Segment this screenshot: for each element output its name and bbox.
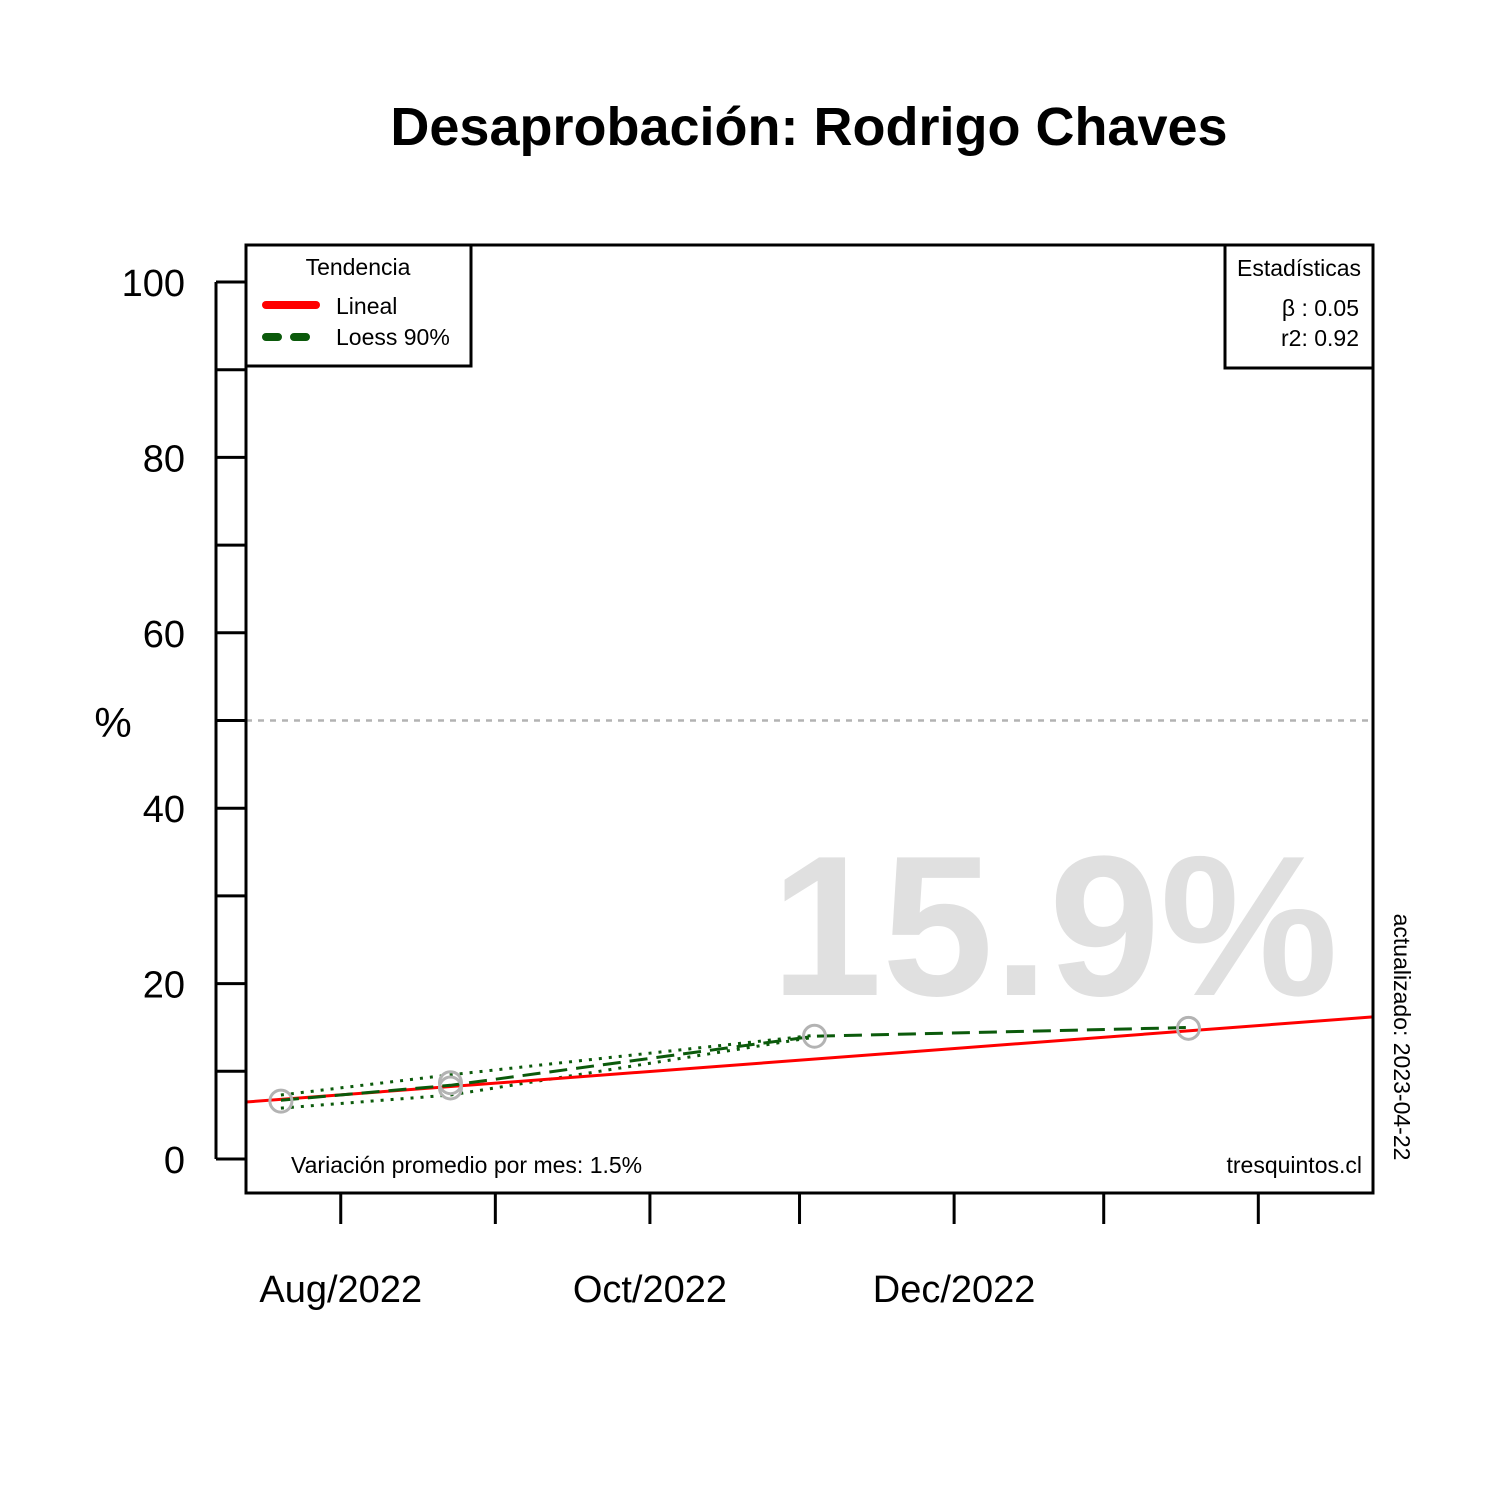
stats-beta: β : 0.05 xyxy=(1282,295,1359,321)
y-tick-label: 20 xyxy=(143,965,185,1007)
stats-title: Estadísticas xyxy=(1237,255,1361,281)
stats-r2: r2: 0.92 xyxy=(1281,325,1359,351)
y-tick-label: 40 xyxy=(143,789,185,831)
x-axis: Aug/2022 Oct/2022 Dec/2022 xyxy=(259,1193,1260,1311)
data-point xyxy=(268,1088,294,1114)
x-tick-label: Aug/2022 xyxy=(259,1269,422,1311)
y-tick-label: 100 xyxy=(122,263,185,305)
legend-label-lineal: Lineal xyxy=(336,293,397,319)
loess-line xyxy=(280,1026,1189,1102)
plot-frame xyxy=(244,243,1375,1195)
data-point xyxy=(437,1075,463,1101)
y-tick-label: 80 xyxy=(143,438,185,480)
footer-source: tresquintos.cl xyxy=(1226,1152,1362,1178)
updated-note: actualizado: 2023-04-22 xyxy=(1389,914,1415,1161)
y-tick-label: 0 xyxy=(164,1140,185,1182)
y-axis-label: % xyxy=(94,699,131,746)
stats-box: Estadísticas β : 0.05 r2: 0.92 xyxy=(1223,243,1375,370)
stats-frame xyxy=(1223,243,1375,370)
loess-upper-band xyxy=(280,1033,815,1097)
data-point xyxy=(801,1023,827,1049)
y-tick-label: 60 xyxy=(143,614,185,656)
data-point xyxy=(1175,1015,1201,1041)
footer-variation: Variación promedio por mes: 1.5% xyxy=(291,1152,642,1178)
legend-label-loess: Loess 90% xyxy=(336,324,450,350)
watermark-value: 15.9% xyxy=(771,815,1338,1038)
y-axis: 0 20 40 60 80 100 xyxy=(122,263,246,1182)
legend-title: Tendencia xyxy=(306,254,411,280)
chart-title: Desaprobación: Rodrigo Chaves xyxy=(390,97,1227,157)
loess-lower-band xyxy=(280,1035,815,1110)
linear-trend-line xyxy=(245,1015,1374,1104)
x-tick-label: Oct/2022 xyxy=(573,1269,727,1311)
legend: Tendencia Lineal Loess 90% xyxy=(244,243,473,368)
x-tick-label: Dec/2022 xyxy=(873,1269,1036,1311)
